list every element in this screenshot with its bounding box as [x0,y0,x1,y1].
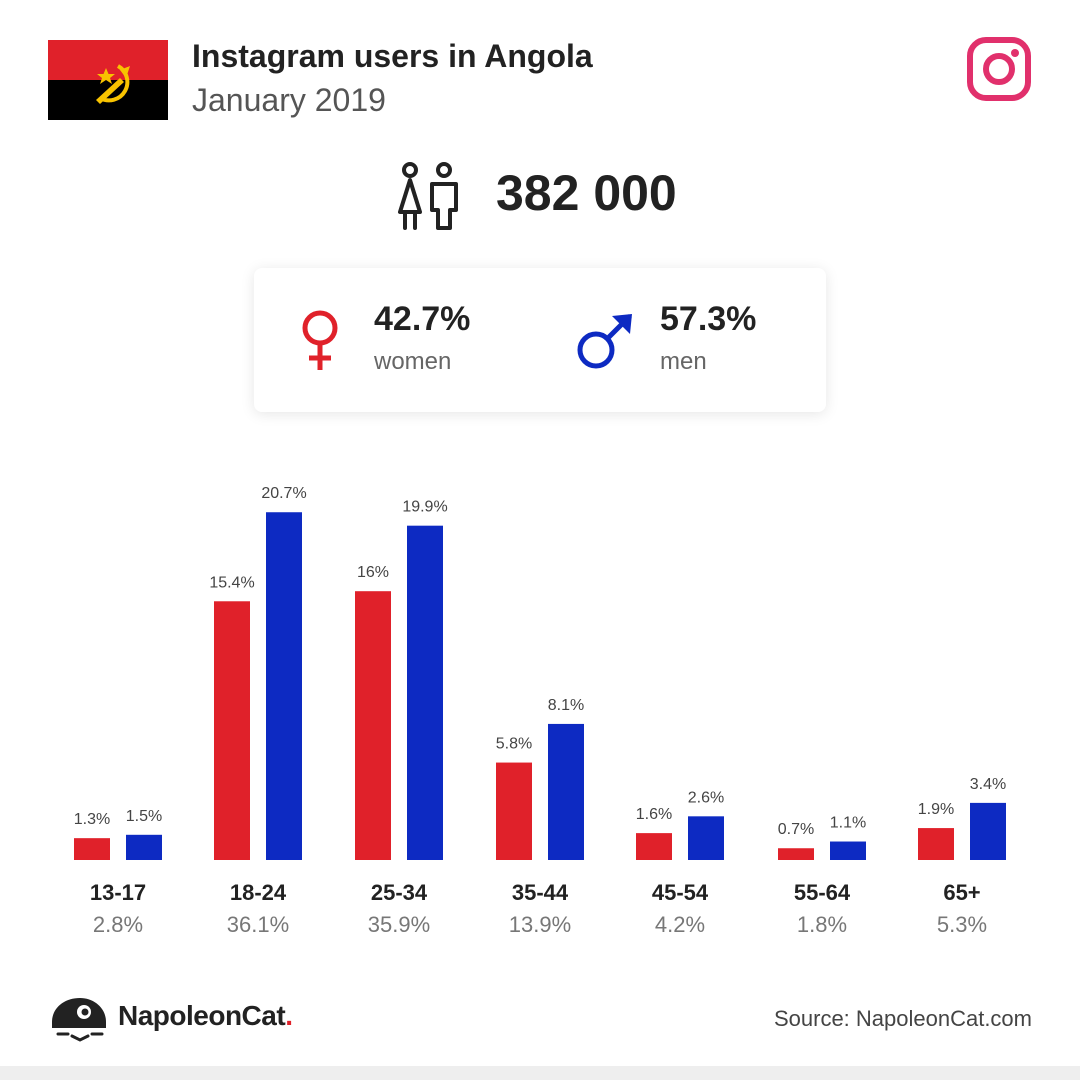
category-total-65+: 5.3% [937,912,987,937]
data-label-women-13-17: 1.3% [74,811,110,828]
category-total-25-34: 35.9% [368,912,430,937]
data-label-men-25-34: 19.9% [402,499,447,516]
category-total-55-64: 1.8% [797,912,847,937]
women-percentage: 42.7% [374,300,471,338]
angola-flag-icon [48,40,168,120]
category-label-13-17: 13-17 [90,880,146,905]
bar-women-55-64 [778,848,814,860]
napoleoncat-logo-icon [52,998,106,1042]
bar-men-65+ [970,802,1006,860]
category-total-35-44: 13.9% [509,912,571,937]
bar-women-65+ [918,828,954,860]
data-label-women-18-24: 15.4% [209,574,254,591]
category-total-13-17: 2.8% [93,912,143,937]
category-label-18-24: 18-24 [230,880,287,905]
data-label-men-18-24: 20.7% [261,485,306,502]
data-label-men-65+: 3.4% [970,776,1006,793]
data-label-men-13-17: 1.5% [126,808,162,825]
female-symbol-icon [302,310,338,370]
source-text: Source: NapoleonCat.com [773,1006,1032,1031]
bar-women-35-44 [496,762,532,860]
data-label-women-35-44: 5.8% [496,736,532,753]
bar-men-35-44 [548,723,584,860]
male-symbol-icon [577,314,632,369]
men-label: men [660,348,707,375]
page-subtitle: January 2019 [192,82,386,118]
data-label-women-45-54: 1.6% [636,806,672,823]
page-title: Instagram users in Angola [192,38,593,74]
men-percentage: 57.3% [660,300,757,338]
category-total-45-54: 4.2% [655,912,705,937]
data-label-women-25-34: 16% [357,564,389,581]
category-total-18-24: 36.1% [227,912,289,937]
category-label-65+: 65+ [943,880,980,905]
bar-men-13-17 [126,834,162,860]
category-label-35-44: 35-44 [512,880,569,905]
category-label-25-34: 25-34 [371,880,428,905]
category-label-55-64: 55-64 [794,880,851,905]
bar-women-13-17 [74,838,110,860]
women-label: women [374,348,452,375]
total-users: 382 000 [496,165,677,221]
age-bar-chart: 1.3% 1.5% 13-17 2.8% 15.4% 20.7% 18-24 36.1% 16%… [74,485,1006,937]
category-label-45-54: 45-54 [652,880,709,905]
bar-women-45-54 [636,833,672,860]
data-label-men-35-44: 8.1% [548,697,584,714]
bar-men-55-64 [830,841,866,860]
bar-women-25-34 [355,591,391,860]
bottom-bar [0,1066,1080,1080]
data-label-women-65+: 1.9% [918,801,954,818]
bar-men-25-34 [407,525,443,860]
instagram-icon [967,37,1031,101]
bar-men-45-54 [688,816,724,860]
gender-card [254,268,826,412]
bar-men-18-24 [266,512,302,860]
people-icon [398,162,458,230]
brand-name: NapoleonCat. [118,1000,293,1031]
data-label-women-55-64: 0.7% [778,821,814,838]
data-label-men-45-54: 2.6% [688,789,724,806]
bar-women-18-24 [214,601,250,860]
data-label-men-55-64: 1.1% [830,815,866,832]
